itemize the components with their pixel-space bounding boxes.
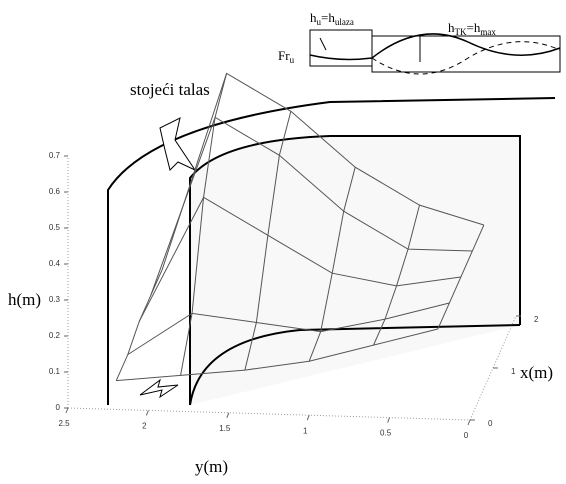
wall-bottom	[189, 324, 521, 406]
inset-label: Fru	[278, 48, 295, 65]
inset-text: =h	[467, 20, 481, 35]
wall-inner	[189, 135, 521, 405]
surface-line	[373, 204, 421, 346]
inset-text: ulaza	[335, 17, 354, 27]
surface-line	[437, 224, 485, 330]
y-tick-label: 0	[464, 431, 469, 440]
x-tick-label: 0	[488, 419, 493, 428]
z-tick-label: 0.4	[49, 259, 61, 268]
inset-label: hTK=hmax	[448, 20, 496, 37]
wall-outer	[107, 97, 556, 405]
annotation: stojeći talas	[130, 80, 210, 99]
inset-text: Fr	[278, 48, 290, 63]
z-axis-label: h(m)	[8, 290, 41, 309]
z-tick-label: 0	[56, 403, 61, 412]
arrow	[159, 117, 197, 172]
z-tick-label: 0.1	[49, 367, 61, 376]
y-axis	[67, 407, 471, 421]
surface-line	[150, 116, 473, 296]
tick-mark	[145, 410, 149, 416]
tick-mark	[226, 412, 230, 418]
inset-text: h	[448, 20, 455, 35]
y-tick-label: 1	[303, 426, 308, 435]
inset-text: TK	[455, 27, 467, 37]
surface-line	[244, 111, 292, 371]
x-axis-label: x(m)	[520, 363, 553, 382]
x-tick-label: 1	[511, 367, 516, 376]
inset-label: hu=hulaza	[310, 10, 354, 27]
y-tick-label: 2	[142, 422, 147, 431]
inset-text: u	[290, 55, 295, 65]
surface-line	[127, 302, 450, 356]
tick-mark	[306, 415, 310, 421]
y-tick-label: 1.5	[219, 424, 231, 433]
surface	[115, 72, 485, 382]
z-tick-label: 0.2	[49, 331, 61, 340]
tick-mark	[467, 419, 471, 426]
inset-text: =h	[321, 10, 335, 25]
z-tick-label: 0.6	[49, 187, 61, 196]
wave	[309, 33, 561, 61]
inset-text: u	[317, 17, 322, 27]
wave	[371, 41, 561, 75]
arrow	[319, 37, 327, 51]
surface-line	[116, 328, 438, 382]
surface-line	[138, 196, 461, 322]
z-tick-label: 0.5	[49, 223, 61, 232]
z-tick-label: 0.3	[49, 295, 61, 304]
surface-line	[161, 72, 484, 270]
inset-text: h	[310, 10, 317, 25]
surface-line	[115, 269, 163, 381]
tick-mark	[387, 417, 391, 423]
inset-box	[309, 29, 373, 67]
surface-line	[180, 73, 228, 376]
x-axis	[469, 315, 517, 421]
y-axis-label: y(m)	[195, 457, 228, 476]
tick-mark	[65, 407, 69, 414]
surface-line	[308, 167, 356, 362]
arrow	[139, 378, 179, 399]
x-tick-label: 2	[534, 315, 539, 324]
inset-text: max	[480, 27, 496, 37]
z-tick-label: 0.7	[49, 151, 61, 160]
y-tick-label: 2.5	[58, 419, 70, 428]
y-tick-label: 0.5	[380, 429, 392, 438]
